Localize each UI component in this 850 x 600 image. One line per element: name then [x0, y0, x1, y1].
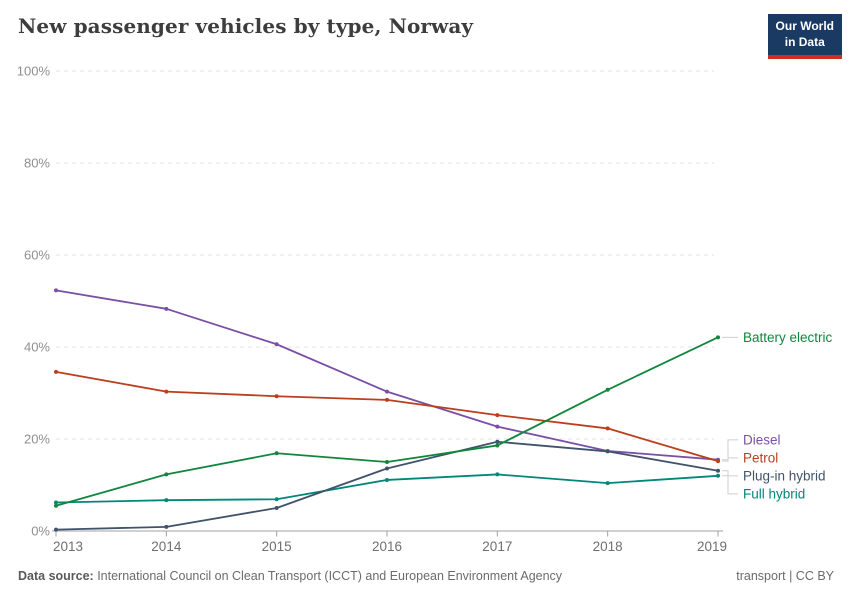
legend-label-full-hybrid[interactable]: Full hybrid	[743, 486, 805, 501]
data-point-petrol	[54, 369, 58, 374]
legend-connector-petrol	[722, 457, 738, 462]
data-point-diesel	[274, 342, 279, 347]
data-point-full-hybrid	[164, 498, 169, 503]
data-point-plug-in-hybrid	[385, 466, 389, 471]
data-point-battery-electric	[495, 443, 500, 448]
data-point-petrol	[605, 426, 610, 431]
legend-label-plug-in-hybrid[interactable]: Plug-in hybrid	[743, 468, 826, 483]
data-point-full-hybrid	[716, 473, 720, 478]
legend-label-petrol[interactable]: Petrol	[743, 450, 778, 465]
data-point-petrol	[385, 397, 389, 402]
data-source-text: International Council on Clean Transport…	[93, 569, 563, 583]
data-point-plug-in-hybrid	[716, 468, 720, 473]
data-point-battery-electric	[164, 472, 169, 477]
data-source-note: Data source: International Council on Cl…	[18, 569, 562, 583]
y-tick-label: 40%	[24, 340, 50, 355]
data-point-full-hybrid	[54, 500, 58, 505]
data-point-petrol	[164, 389, 169, 394]
data-point-petrol	[495, 413, 500, 418]
legend-connector-diesel	[722, 439, 738, 461]
chart-title: New passenger vehicles by type, Norway	[18, 14, 474, 38]
owid-logo[interactable]: Our World in Data	[767, 14, 842, 60]
x-tick-label: 2013	[53, 539, 83, 554]
data-point-battery-electric	[716, 335, 720, 340]
owid-logo-line2: in Data	[784, 34, 825, 49]
data-source-label: Data source:	[18, 569, 94, 583]
data-point-plug-in-hybrid	[605, 449, 610, 454]
data-point-battery-electric	[385, 460, 389, 464]
data-point-plug-in-hybrid	[274, 506, 279, 510]
legend-connector-plug-in-hybrid	[722, 470, 738, 477]
license-note[interactable]: transport | CC BY	[736, 569, 834, 583]
x-tick-label: 2018	[593, 539, 623, 554]
series-line-plug-in-hybrid[interactable]	[55, 440, 719, 531]
data-point-full-hybrid	[605, 481, 610, 486]
y-tick-label: 60%	[24, 248, 50, 263]
data-point-petrol	[274, 394, 279, 399]
data-point-full-hybrid	[385, 477, 389, 482]
x-tick-label: 2014	[151, 539, 182, 554]
data-point-diesel	[54, 288, 58, 293]
data-point-diesel	[164, 306, 169, 311]
data-point-battery-electric	[605, 387, 610, 392]
y-tick-label: 100%	[17, 64, 51, 79]
y-tick-label: 80%	[24, 156, 50, 171]
data-point-diesel	[495, 424, 500, 429]
data-point-plug-in-hybrid	[495, 439, 500, 444]
data-point-petrol	[716, 459, 720, 464]
series-line-diesel[interactable]	[55, 289, 719, 461]
y-tick-label: 20%	[24, 432, 50, 447]
x-tick-label: 2015	[262, 539, 292, 554]
x-tick-label: 2019	[697, 539, 727, 554]
data-point-full-hybrid	[274, 497, 279, 502]
data-point-battery-electric	[54, 503, 58, 508]
legend-label-battery-electric[interactable]: Battery electric	[743, 330, 833, 345]
data-point-full-hybrid	[495, 472, 500, 477]
x-tick-label: 2017	[482, 539, 512, 554]
data-point-plug-in-hybrid	[54, 527, 58, 532]
legend-label-diesel[interactable]: Diesel	[743, 432, 781, 447]
chart-footer: Data source: International Council on Cl…	[18, 569, 834, 583]
x-tick-label: 2016	[372, 539, 402, 554]
data-point-battery-electric	[274, 451, 279, 456]
owid-logo-line1: Our World	[775, 19, 834, 33]
data-point-plug-in-hybrid	[164, 524, 169, 529]
y-tick-label: 0%	[31, 524, 50, 539]
data-point-diesel	[385, 389, 389, 394]
legend-connector-full-hybrid	[722, 475, 738, 495]
